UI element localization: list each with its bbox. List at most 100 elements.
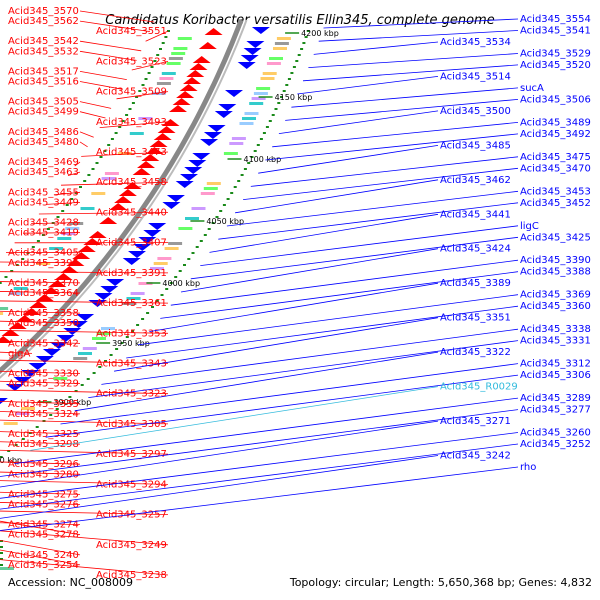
gene-label-left[interactable]: Acid345_3297 xyxy=(96,449,167,460)
gene-label-right[interactable]: Acid345_3424 xyxy=(440,244,511,255)
gene-label-left[interactable]: Acid345_3473 xyxy=(96,147,167,158)
gene-label-left[interactable]: Acid345_3486 xyxy=(8,127,79,138)
gene-label-left[interactable]: Acid345_3509 xyxy=(96,87,167,98)
gene-label-right[interactable]: Acid345_3242 xyxy=(440,451,511,462)
gene-label-left[interactable]: Acid345_3364 xyxy=(8,288,79,299)
gene-label-right[interactable]: Acid345_3306 xyxy=(520,370,591,381)
gene-label-right[interactable]: Acid345_3338 xyxy=(520,324,591,335)
gene-label-left[interactable]: Acid345_3238 xyxy=(96,570,167,581)
gene-label-left[interactable]: Acid345_3343 xyxy=(96,359,167,370)
gene-label-left[interactable]: Acid345_3542 xyxy=(8,36,79,47)
gene-label-right[interactable]: Acid345_3252 xyxy=(520,439,591,450)
gene-label-left[interactable]: Acid345_3358 xyxy=(8,308,79,319)
gene-label-right[interactable]: Acid345_3554 xyxy=(520,14,591,25)
gene-label-right[interactable]: Acid345_3312 xyxy=(520,359,591,370)
gene-label-left[interactable]: Acid345_3353 xyxy=(96,328,167,339)
gene-label-left[interactable]: Acid345_3275 xyxy=(8,489,79,500)
gene-label-left[interactable]: Acid345_3276 xyxy=(8,500,79,511)
gene-label-right[interactable]: Acid345_3520 xyxy=(520,60,591,71)
gene-label-right[interactable]: Acid345_3453 xyxy=(520,186,591,197)
gene-label-left[interactable]: Acid345_3240 xyxy=(8,550,79,561)
gene-label-left[interactable]: Acid345_3463 xyxy=(8,167,79,178)
gene-label-right[interactable]: Acid345_3390 xyxy=(520,255,591,266)
gene-label-left[interactable]: Acid345_3254 xyxy=(8,560,79,571)
gene-label-right[interactable]: Acid345_3470 xyxy=(520,163,591,174)
gene-label-left[interactable]: Acid345_3335 xyxy=(8,399,79,410)
gene-label-left[interactable]: Acid345_3493 xyxy=(96,117,167,128)
gene-label-left[interactable]: Acid345_3278 xyxy=(8,530,79,541)
gene-label-left[interactable]: Acid345_3469 xyxy=(8,157,79,168)
gene-label-left[interactable]: Acid345_3455 xyxy=(8,187,79,198)
gene-label-right[interactable]: Acid345_3475 xyxy=(520,152,591,163)
gene-label-left[interactable]: Acid345_3516 xyxy=(8,77,79,88)
gene-label-right[interactable]: Acid345_R0029 xyxy=(440,382,518,393)
gene-label-left[interactable]: Acid345_3324 xyxy=(8,409,79,420)
gene-label-right[interactable]: Acid345_3441 xyxy=(440,209,511,220)
gene-label-right[interactable]: ligC xyxy=(520,221,539,232)
gene-label-left[interactable]: Acid345_3428 xyxy=(8,218,79,229)
label-leader-line xyxy=(0,271,169,274)
gene-label-left[interactable]: Acid345_3499 xyxy=(8,107,79,118)
gene-label-left[interactable]: Acid345_3407 xyxy=(96,238,167,249)
track-dash xyxy=(56,216,60,218)
gene-label-right[interactable]: Acid345_3529 xyxy=(520,49,591,60)
gene-label-left[interactable]: Acid345_3505 xyxy=(8,97,79,108)
gene-label-left[interactable]: Acid345_3391 xyxy=(96,268,167,279)
gene-label-right[interactable]: Acid345_3369 xyxy=(520,290,591,301)
gene-label-right[interactable]: Acid345_3485 xyxy=(440,140,511,151)
gene-label-left[interactable]: Acid345_3361 xyxy=(96,298,167,309)
gene-label-right[interactable]: Acid345_3388 xyxy=(520,267,591,278)
gene-label-right[interactable]: Acid345_3500 xyxy=(440,106,511,117)
gene-label-right[interactable]: Acid345_3331 xyxy=(520,336,591,347)
gene-label-left[interactable]: Acid345_3570 xyxy=(8,6,79,17)
gene-label-left[interactable]: Acid345_3440 xyxy=(96,207,167,218)
gene-label-right[interactable]: Acid345_3425 xyxy=(520,232,591,243)
gene-label-left[interactable]: Acid345_3342 xyxy=(8,338,79,349)
gene-label-right[interactable]: Acid345_3514 xyxy=(440,71,511,82)
gene-label-right[interactable]: Acid345_3462 xyxy=(440,175,511,186)
gene-label-left[interactable]: Acid345_3405 xyxy=(8,248,79,259)
gene-label-right[interactable]: Acid345_3289 xyxy=(520,393,591,404)
gene-label-left[interactable]: Acid345_3517 xyxy=(8,66,79,77)
gene-label-left[interactable]: Acid345_3296 xyxy=(8,459,79,470)
gene-label-right[interactable]: Acid345_3322 xyxy=(440,347,511,358)
gene-label-right[interactable]: rho xyxy=(520,462,536,473)
gene-label-left[interactable]: glgA xyxy=(8,348,30,359)
gene-label-left[interactable]: Acid345_3350 xyxy=(8,318,79,329)
gene-label-right[interactable]: Acid345_3489 xyxy=(520,117,591,128)
gene-label-left[interactable]: Acid345_3249 xyxy=(96,540,167,551)
gene-label-left[interactable]: Acid345_3449 xyxy=(8,197,79,208)
gene-label-left[interactable]: Acid345_3523 xyxy=(96,56,167,67)
gene-label-right[interactable]: Acid345_3534 xyxy=(440,37,511,48)
gene-label-left[interactable]: Acid345_3370 xyxy=(8,278,79,289)
gene-label-right[interactable]: Acid345_3506 xyxy=(520,94,591,105)
gene-label-right[interactable]: Acid345_3277 xyxy=(520,405,591,416)
gene-label-right[interactable]: sucA xyxy=(520,83,544,94)
gene-label-right[interactable]: Acid345_3271 xyxy=(440,416,511,427)
gene-label-right[interactable]: Acid345_3389 xyxy=(440,278,511,289)
label-leader-line xyxy=(0,455,439,519)
gene-label-left[interactable]: Acid345_3395 xyxy=(8,258,79,269)
gene-label-right[interactable]: Acid345_3351 xyxy=(440,313,511,324)
gene-label-right[interactable]: Acid345_3492 xyxy=(520,129,591,140)
gene-label-left[interactable]: Acid345_3329 xyxy=(8,379,79,390)
gene-label-left[interactable]: Acid345_3257 xyxy=(96,510,167,521)
gene-label-left[interactable]: Acid345_3562 xyxy=(8,16,79,27)
gene-label-left[interactable]: Acid345_3294 xyxy=(96,479,167,490)
gene-label-left[interactable]: Acid345_3480 xyxy=(8,137,79,148)
gene-label-right[interactable]: Acid345_3452 xyxy=(520,198,591,209)
gene-label-left[interactable]: Acid345_3325 xyxy=(8,429,79,440)
gene-label-left[interactable]: Acid345_3330 xyxy=(8,369,79,380)
gene-label-right[interactable]: Acid345_3360 xyxy=(520,301,591,312)
gene-label-left[interactable]: Acid345_3280 xyxy=(8,469,79,480)
gene-label-left[interactable]: Acid345_3298 xyxy=(8,439,79,450)
gene-label-left[interactable]: Acid345_3305 xyxy=(96,419,167,430)
gene-label-left[interactable]: Acid345_3458 xyxy=(96,177,167,188)
gene-label-left[interactable]: Acid345_3323 xyxy=(96,389,167,400)
gene-label-left[interactable]: Acid345_3551 xyxy=(96,26,167,37)
gene-label-right[interactable]: Acid345_3541 xyxy=(520,26,591,37)
cog-feature-bar xyxy=(0,567,14,570)
gene-label-left[interactable]: Acid345_3419 xyxy=(8,228,79,239)
gene-label-right[interactable]: Acid345_3260 xyxy=(520,428,591,439)
gene-label-left[interactable]: Acid345_3532 xyxy=(8,46,79,57)
